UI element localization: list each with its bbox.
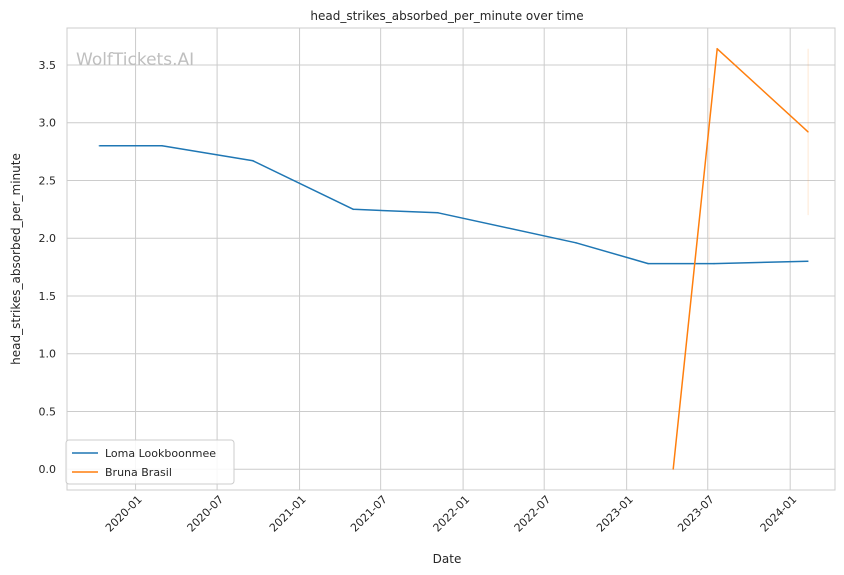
grid [67, 28, 835, 490]
series-line-bruna-brasil [672, 48, 809, 470]
data-point-loma-lookboonmee [713, 262, 715, 265]
y-ticks: 0.0 0.5 1.0 1.5 2.0 2.5 3.0 3.5 [39, 59, 57, 476]
x-tick-label: 2020-07 [185, 493, 227, 535]
y-axis-label: head_strikes_absorbed_per_minute [9, 153, 23, 365]
data-point-bruna-brasil [672, 468, 675, 471]
data-point-bruna-brasil [716, 47, 719, 50]
x-tick-label: 2021-07 [348, 493, 390, 535]
series-lines [98, 47, 810, 471]
x-tick-label: 2023-07 [675, 493, 717, 535]
y-tick-label: 1.0 [39, 348, 57, 361]
series-line-loma-lookboonmee [99, 145, 809, 265]
legend-label-loma-lookboonmee: Loma Lookboonmee [105, 447, 216, 460]
y-tick-label: 1.5 [39, 290, 57, 303]
legend: Loma Lookboonmee Bruna Brasil [65, 439, 235, 485]
x-tick-label: 2020-01 [103, 493, 145, 535]
watermark: WolfTickets.AI [76, 50, 194, 70]
plot-area [66, 27, 836, 491]
x-ticks: 2020-01 2020-07 2021-01 2021-07 2022-01 2022-… [103, 493, 799, 535]
y-tick-label: 2.5 [39, 174, 57, 187]
x-tick-label: 2024-01 [758, 493, 800, 535]
data-point-loma-lookboonmee [647, 262, 650, 265]
y-tick-label: 2.0 [39, 232, 57, 245]
x-tick-label: 2022-01 [431, 493, 473, 535]
y-tick-label: 0.0 [39, 463, 57, 476]
chart-title: head_strikes_absorbed_per_minute over ti… [310, 9, 583, 23]
data-point-loma-lookboonmee [437, 211, 439, 214]
data-point-loma-lookboonmee [161, 144, 163, 147]
y-tick-label: 3.0 [39, 117, 57, 130]
x-axis-label: Date [433, 552, 462, 566]
data-point-loma-lookboonmee [807, 260, 810, 263]
x-tick-label: 2023-01 [594, 493, 636, 535]
y-tick-label: 0.5 [39, 405, 57, 418]
data-point-loma-lookboonmee [98, 144, 101, 147]
y-tick-label: 3.5 [39, 59, 57, 72]
legend-box [65, 439, 235, 485]
legend-label-bruna-brasil: Bruna Brasil [105, 466, 172, 479]
x-tick-label: 2021-01 [267, 493, 309, 535]
data-point-bruna-brasil [807, 131, 810, 133]
x-tick-label: 2022-07 [512, 493, 554, 535]
data-point-loma-lookboonmee [252, 159, 254, 162]
data-point-loma-lookboonmee [575, 241, 577, 244]
data-point-loma-lookboonmee [352, 208, 355, 211]
